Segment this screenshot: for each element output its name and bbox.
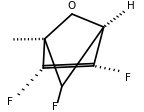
Text: F: F [7, 97, 13, 107]
Text: O: O [68, 1, 76, 12]
Text: F: F [52, 102, 58, 112]
Text: H: H [127, 1, 135, 12]
Text: F: F [125, 73, 130, 83]
